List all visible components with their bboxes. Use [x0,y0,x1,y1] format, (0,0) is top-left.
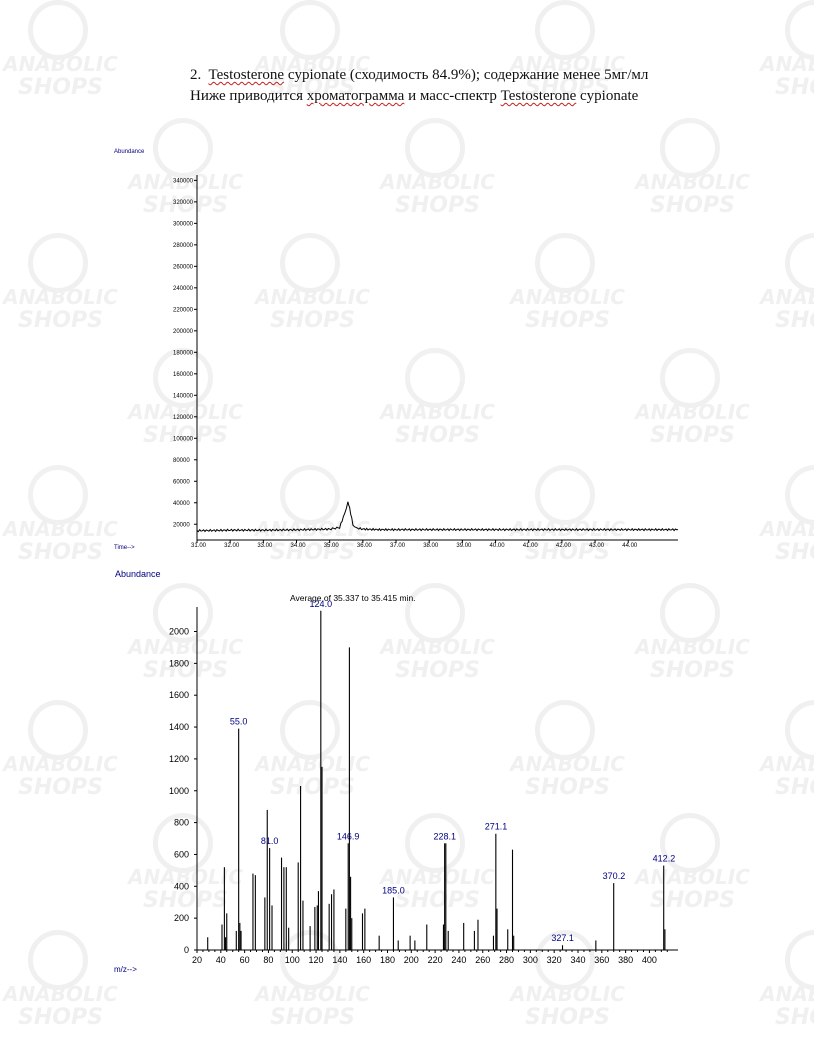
chromatogram-y-tick-label: 320000 [173,200,194,206]
chromatogram-x-tick-label: 42.00 [556,543,572,549]
chromatogram-trace [196,501,679,533]
spectrum-x-tick-label: 260 [475,955,490,965]
spectrum-x-tick-label: 240 [451,955,466,965]
heading-line-2-part-b: хроматограмма [306,88,405,104]
spectrum-x-tick-label: 280 [499,955,514,965]
chromatogram-y-tick-label: 240000 [173,286,194,292]
spectrum-y-tick-label: 1200 [169,754,189,764]
spectrum-x-tick-label: 340 [570,955,585,965]
chromatogram-y-tick-label: 220000 [173,307,194,313]
chromatogram-y-tick-label: 280000 [173,243,194,249]
chromatogram-y-tick-label: 140000 [173,393,194,399]
spectrum-y-tick-label: 1800 [169,658,189,668]
chromatogram-x-tick-label: 35.00 [324,543,340,549]
chromatogram-x-label: Time--> [114,545,135,551]
spectrum-y-tick-label: 1400 [169,722,189,732]
spectrum-x-tick-label: 300 [523,955,538,965]
spectrum-x-tick-label: 140 [332,955,347,965]
heading-line-2: Ниже приводится хроматограмма и масс-спе… [190,88,638,105]
chromatogram-y-tick-label: 160000 [173,372,194,378]
spectrum-peak-label: 271.1 [485,822,508,832]
spectrum-x-tick-label: 160 [356,955,371,965]
heading-line-2-part-c: и масс-спектр [404,88,501,104]
chromatogram-y-tick-label: 20000 [173,522,190,528]
chromatogram-y-tick-label: 260000 [173,264,194,270]
spectrum-x-tick-label: 400 [642,955,657,965]
spectrum-x-tick-label: 80 [263,955,273,965]
spectrum-y-tick-label: 800 [174,818,189,828]
spectrum-peak-label: 81.0 [261,836,279,846]
chromatogram-x-tick-label: 44.00 [622,543,638,549]
heading-line-2-part-e: cypionate [576,88,639,104]
spectrum-peak-label: 412.2 [653,854,676,864]
spectrum-y-tick-label: 1000 [169,786,189,796]
chromatogram-y-tick-label: 200000 [173,329,194,335]
spectrum-x-tick-label: 60 [240,955,250,965]
spectrum-x-tick-label: 40 [216,955,226,965]
spectrum-x-tick-label: 320 [547,955,562,965]
spectrum-peak-label: 185.0 [382,885,405,895]
spectrum-peak-label: 228.1 [433,831,456,841]
chromatogram-y-tick-label: 300000 [173,221,194,227]
heading-number: 2. [190,67,202,83]
heading-line-1: 2. Testosterone cypionate (сходимость 84… [190,67,648,84]
chromatogram-x-tick-label: 41.00 [523,543,539,549]
spectrum-x-tick-label: 360 [594,955,609,965]
chromatogram-y-tick-label: 180000 [173,350,194,356]
spectrum-peak-label: 146.9 [337,831,360,841]
chromatogram-y-label: Abundance [114,149,145,155]
chromatogram-x-tick-label: 37.00 [390,543,406,549]
chromatogram-x-tick-label: 32.00 [224,543,240,549]
chromatogram-x-tick-label: 39.00 [456,543,472,549]
spectrum-x-label: m/z--> [114,965,137,974]
chromatogram-x-tick-label: 31.00 [191,543,207,549]
chromatogram-y-tick-label: 80000 [173,458,190,464]
spectrum-y-tick-label: 400 [174,881,189,891]
chromatogram-x-tick-label: 43.00 [589,543,605,549]
chromatogram-y-tick-label: 60000 [173,479,190,485]
spectrum-x-tick-label: 380 [618,955,633,965]
spectrum-peak-label: 124.0 [310,599,333,609]
heading-line-2-part-a: Ниже приводится [190,88,307,104]
spectrum-peak-label: 327.1 [551,933,574,943]
heading-line-1-rest: cypionate (сходимость 84.9%); содержание… [284,67,649,83]
chromatogram-y-tick-label: 340000 [173,178,194,184]
chromatogram-x-tick-label: 33.00 [257,543,273,549]
chromatogram-x-tick-label: 36.00 [357,543,373,549]
chromatogram-y-tick-label: 120000 [173,415,194,421]
spectrum-x-tick-label: 220 [428,955,443,965]
spectrum-y-tick-label: 1600 [169,690,189,700]
spectrum-y-label: Abundance [115,569,161,579]
heading-compound-name: Testosterone [208,67,285,83]
spectrum-y-tick-label: 2000 [169,627,189,637]
spectrum-title: Average of 35.337 to 35.415 min. [290,593,416,603]
spectrum-y-tick-label: 0 [184,945,189,955]
chromatogram-x-tick-label: 34.00 [291,543,307,549]
spectrum-peak-label: 370.2 [603,871,626,881]
spectrum-x-tick-label: 20 [192,955,202,965]
spectrum-y-tick-label: 200 [174,913,189,923]
spectrum-x-tick-label: 200 [404,955,419,965]
spectrum-x-tick-label: 120 [309,955,324,965]
chromatogram-x-tick-label: 38.00 [423,543,439,549]
chromatogram-x-tick-label: 40.00 [490,543,506,549]
spectrum-x-tick-label: 100 [285,955,300,965]
spectrum-peak-label: 55.0 [230,717,248,727]
heading-line-2-part-d: Testosterone [500,88,577,104]
spectrum-y-tick-label: 600 [174,849,189,859]
spectrum-x-tick-label: 180 [380,955,395,965]
chromatogram-y-tick-label: 100000 [173,436,194,442]
chromatogram-y-tick-label: 40000 [173,501,190,507]
